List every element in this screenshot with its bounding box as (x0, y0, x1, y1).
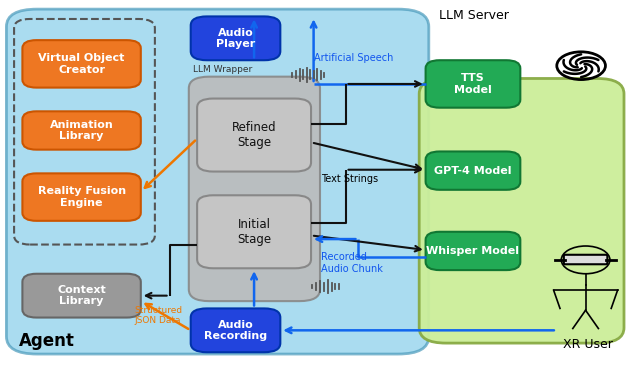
Text: LLM Wrapper: LLM Wrapper (193, 65, 253, 74)
FancyBboxPatch shape (197, 195, 311, 268)
FancyBboxPatch shape (426, 60, 520, 108)
FancyBboxPatch shape (22, 173, 141, 221)
Text: Artificial Speech: Artificial Speech (314, 53, 393, 64)
FancyBboxPatch shape (426, 232, 520, 270)
Text: Structured
JSON Data: Structured JSON Data (134, 306, 182, 326)
Text: Whisper Model: Whisper Model (426, 246, 520, 256)
FancyBboxPatch shape (22, 40, 141, 88)
Text: Text Strings: Text Strings (321, 174, 378, 184)
Text: Virtual Object
Creator: Virtual Object Creator (38, 53, 125, 75)
Text: Animation
Library: Animation Library (50, 120, 113, 141)
Text: TTS
Model: TTS Model (454, 73, 492, 95)
FancyBboxPatch shape (22, 111, 141, 150)
FancyBboxPatch shape (419, 78, 624, 343)
Text: LLM Server: LLM Server (438, 9, 509, 22)
FancyBboxPatch shape (197, 99, 311, 172)
FancyBboxPatch shape (22, 274, 141, 318)
Text: GPT-4 Model: GPT-4 Model (434, 166, 512, 176)
Text: Audio
Player: Audio Player (216, 27, 255, 49)
FancyBboxPatch shape (564, 255, 607, 264)
FancyBboxPatch shape (191, 16, 280, 60)
Text: Reality Fusion
Engine: Reality Fusion Engine (38, 186, 125, 208)
Text: Recorded
Audio Chunk: Recorded Audio Chunk (321, 252, 383, 274)
Text: Audio
Recording: Audio Recording (204, 319, 267, 341)
Text: Refined
Stage: Refined Stage (232, 121, 276, 149)
FancyBboxPatch shape (6, 9, 429, 354)
FancyBboxPatch shape (189, 77, 320, 301)
Text: Context
Library: Context Library (57, 285, 106, 307)
Text: Initial
Stage: Initial Stage (237, 218, 271, 246)
FancyBboxPatch shape (191, 308, 280, 352)
Text: XR User: XR User (563, 338, 612, 351)
FancyBboxPatch shape (426, 151, 520, 190)
Text: Agent: Agent (19, 332, 75, 350)
